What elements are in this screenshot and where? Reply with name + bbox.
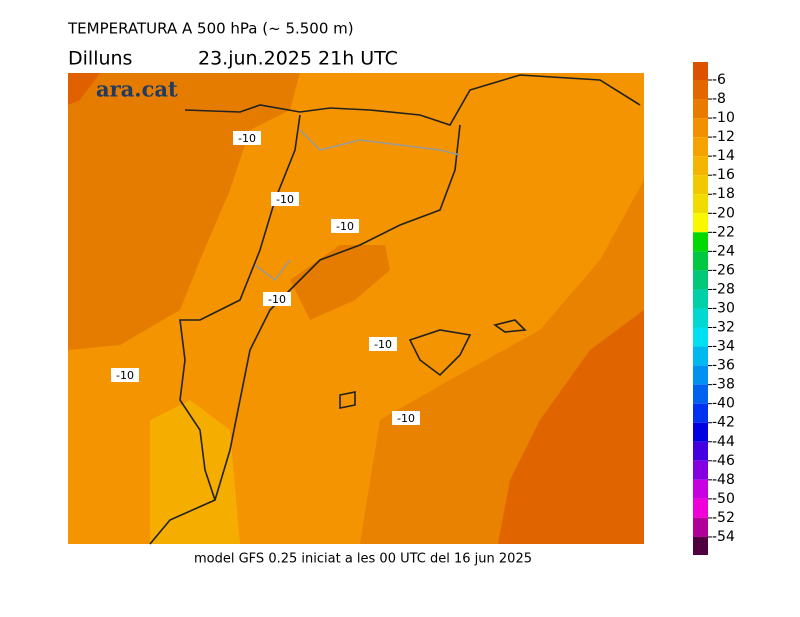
colorbar-label: -22 xyxy=(712,224,735,240)
color-band xyxy=(693,137,708,157)
contour-label: -10 xyxy=(374,338,392,351)
contour-label-box xyxy=(111,368,139,382)
contour-label: -10 xyxy=(276,193,294,206)
contour-label-box xyxy=(271,192,299,206)
colorbar-label: -52 xyxy=(712,510,735,526)
color-band xyxy=(693,346,708,366)
warm-core-se xyxy=(498,310,644,544)
warm-core xyxy=(68,73,100,105)
contour-label: -10 xyxy=(397,412,415,425)
contour-label-box xyxy=(263,292,291,306)
colorbar-label: -30 xyxy=(712,300,735,316)
contour-label-box xyxy=(331,219,359,233)
color-band xyxy=(693,270,708,290)
borders xyxy=(254,129,461,282)
color-band xyxy=(693,308,708,328)
colorbar-label: -48 xyxy=(712,472,735,488)
colorbar-label: -20 xyxy=(712,205,735,221)
colorbar-label: -38 xyxy=(712,377,735,393)
color-band xyxy=(693,479,708,499)
datetime: 23.jun.2025 21h UTC xyxy=(198,48,398,70)
colorbar-label: -32 xyxy=(712,320,735,336)
colorbar-label: -42 xyxy=(712,415,735,431)
colorbar-label: -36 xyxy=(712,358,735,374)
color-band xyxy=(693,327,708,347)
title: TEMPERATURA A 500 hPa (~ 5.500 m) xyxy=(67,20,354,38)
color-band xyxy=(693,536,708,555)
contour-label: -10 xyxy=(116,369,134,382)
contour-label-box xyxy=(369,337,397,351)
colorbar-label: -54 xyxy=(712,529,735,545)
color-band xyxy=(693,156,708,176)
color-band xyxy=(693,460,708,480)
islands xyxy=(339,319,527,409)
colorbar-label: -24 xyxy=(712,243,735,259)
color-band xyxy=(693,365,708,385)
color-band xyxy=(693,80,708,100)
color-band xyxy=(693,194,708,214)
cool-region xyxy=(150,400,240,544)
color-band xyxy=(693,498,708,518)
color-band xyxy=(693,251,708,271)
colorbar-label: -50 xyxy=(712,491,735,507)
colorbar-label: -6 xyxy=(712,72,726,88)
colorbar-label: -26 xyxy=(712,262,735,278)
color-band xyxy=(693,175,708,195)
colorbar-label: -12 xyxy=(712,129,735,145)
color-band xyxy=(693,232,708,252)
footer: model GFS 0.25 iniciat a les 00 UTC del … xyxy=(194,552,532,567)
logo: ara.cat xyxy=(96,77,178,102)
color-band xyxy=(693,422,708,442)
colorbar-label: -14 xyxy=(712,148,735,164)
color-band xyxy=(693,403,708,423)
map: ara.cat -10 -10 -10 -10 -10 -10 -10 xyxy=(68,73,644,545)
color-band xyxy=(693,289,708,309)
colorbar-label: -16 xyxy=(712,167,735,183)
day: Dilluns xyxy=(68,48,132,70)
color-band xyxy=(693,441,708,461)
colorbar-label: -28 xyxy=(712,281,735,297)
color-band xyxy=(693,517,708,537)
colorbar-label: -46 xyxy=(712,453,735,469)
contour-label: -10 xyxy=(268,293,286,306)
contour-label: -10 xyxy=(238,132,256,145)
color-band xyxy=(693,213,708,233)
color-band xyxy=(693,118,708,138)
color-band xyxy=(693,62,708,80)
contour-label: -10 xyxy=(336,220,354,233)
colorbar-label: -18 xyxy=(712,186,735,202)
colorbar-label: -44 xyxy=(712,434,735,450)
color-band xyxy=(693,384,708,404)
colorbar-label: -34 xyxy=(712,339,735,355)
colorbar-label: -8 xyxy=(712,91,726,107)
contour-label-box xyxy=(233,131,261,145)
warm-band xyxy=(290,245,390,320)
colorbar-label: -40 xyxy=(712,396,735,412)
colorbar-label: -10 xyxy=(712,110,735,126)
contour-label-box xyxy=(392,411,420,425)
color-band xyxy=(693,99,708,119)
